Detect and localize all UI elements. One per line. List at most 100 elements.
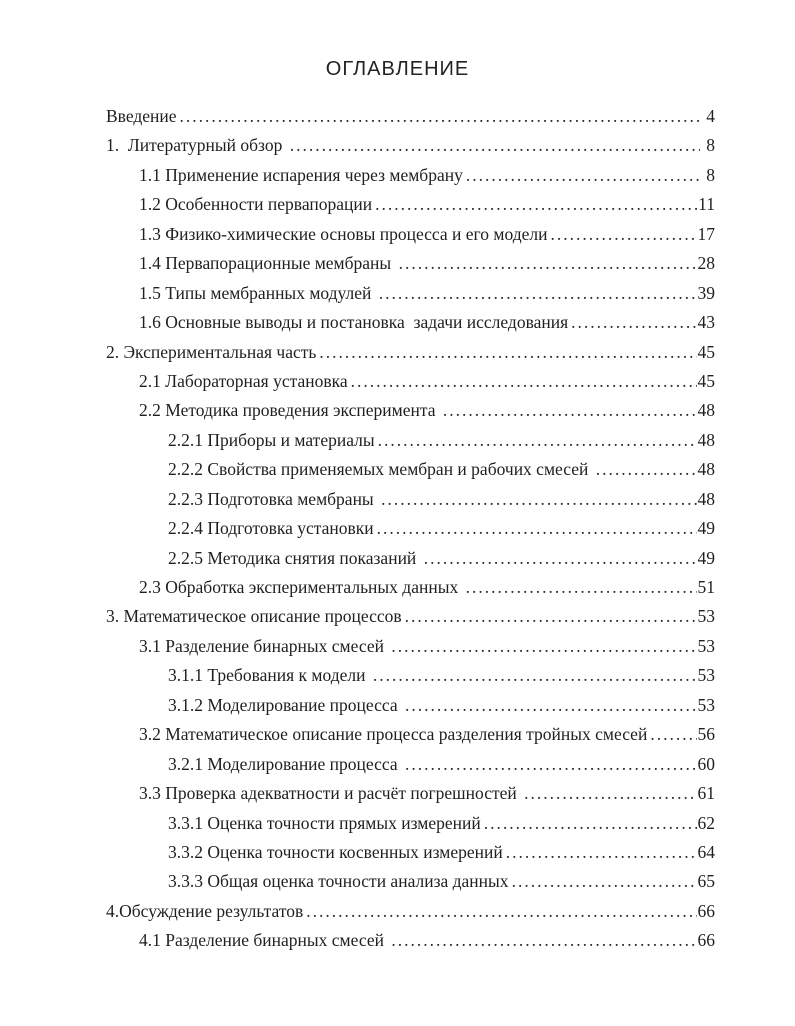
toc-page-number: 60 xyxy=(697,753,716,774)
toc-entry-label: 4.1 Разделение бинарных смесей xyxy=(139,930,389,951)
toc-entry: 2.2.1 Приборы и материалы 48 xyxy=(106,430,715,451)
toc-page-number: 51 xyxy=(697,577,716,597)
toc-page-number: 8 xyxy=(706,135,715,156)
toc-leader-dots xyxy=(571,312,696,333)
toc-leader-dots xyxy=(319,342,696,363)
toc-leader-dots xyxy=(466,165,700,186)
toc-leader-dots xyxy=(405,754,696,775)
toc-entry-label: 1.1 Применение испарения через мембрану xyxy=(139,164,463,185)
toc-page-number: 53 xyxy=(697,606,716,627)
toc-leader-dots xyxy=(484,813,697,834)
toc-entry: 1.1 Применение испарения через мембрану 8 xyxy=(106,165,715,186)
toc-leader-dots xyxy=(551,224,697,245)
toc-entry-label: 3.3.1 Оценка точности прямых измерений xyxy=(168,812,481,833)
toc-entry: 1.3 Физико-химические основы процесса и … xyxy=(106,224,715,245)
toc-leader-dots xyxy=(180,106,700,127)
toc-page-number: 8 xyxy=(706,164,715,185)
toc-leader-dots xyxy=(512,871,697,892)
toc-entry-label: 3.2 Математическое описание процесса раз… xyxy=(139,724,648,745)
toc-leader-dots xyxy=(466,577,697,598)
toc-entry-label: 3. Математическое описание процессов xyxy=(106,606,402,627)
toc-leader-dots xyxy=(424,548,697,569)
toc-leader-dots xyxy=(306,901,696,922)
toc-entry-label: 3.3 Проверка адекватности и расчёт погре… xyxy=(139,783,522,804)
toc-page-number: 28 xyxy=(697,253,716,274)
toc-entry-label: 2.1 Лабораторная установка xyxy=(139,370,348,391)
toc-entry-label: 2.2.3 Подготовка мембраны xyxy=(168,488,379,509)
toc-entry: 2.2.2 Свойства применяемых мембран и раб… xyxy=(106,459,715,480)
toc-page-number: 65 xyxy=(697,871,716,892)
toc-page-number: 53 xyxy=(697,694,716,715)
toc-entry: 2.1 Лабораторная установка 45 xyxy=(106,371,715,392)
toc-entry: 3.3 Проверка адекватности и расчёт погре… xyxy=(106,783,715,804)
toc-entry-label: 2.2.1 Приборы и материалы xyxy=(168,429,375,450)
toc-entry: 1.6 Основные выводы и постановка задачи … xyxy=(106,312,715,333)
toc-entry-label: 4.Обсуждение результатов xyxy=(106,900,304,921)
page-title: ОГЛАВЛЕНИЕ xyxy=(325,58,470,80)
toc-page-number: 17 xyxy=(697,223,716,244)
toc-entry: 3.3.3 Общая оценка точности анализа данн… xyxy=(106,871,715,892)
toc-entry-label: 2.2.4 Подготовка установки xyxy=(168,518,374,539)
toc-page-number: 53 xyxy=(697,635,716,656)
toc-leader-dots xyxy=(379,283,697,304)
toc-leader-dots xyxy=(378,430,697,451)
toc-leader-dots xyxy=(524,783,696,804)
toc-entry: 1.4 Первапорационные мембраны 28 xyxy=(106,253,715,274)
toc-entry: 1.5 Типы мембранных модулей 39 xyxy=(106,283,715,304)
toc-entry: 3.2 Математическое описание процесса раз… xyxy=(106,724,715,745)
toc-leader-dots xyxy=(596,459,697,480)
toc-leader-dots xyxy=(650,724,696,745)
toc-entry-label: 1.2 Особенности первапорации xyxy=(139,194,373,215)
toc-entry: Введение 4 xyxy=(106,106,715,127)
toc-page-number: 48 xyxy=(697,488,716,509)
toc-leader-dots xyxy=(351,371,697,392)
toc-entry: 3.3.1 Оценка точности прямых измерений 62 xyxy=(106,813,715,834)
toc-leader-dots xyxy=(391,636,696,657)
toc-entry-label: 3.3.2 Оценка точности косвенных измерени… xyxy=(168,841,503,862)
toc-entry: 3.1 Разделение бинарных смесей 53 xyxy=(106,636,715,657)
toc-leader-dots xyxy=(405,695,696,716)
toc-page-number: 62 xyxy=(697,812,716,833)
toc-entry: 3.1.2 Моделирование процесса 53 xyxy=(106,695,715,716)
toc-entry: 3. Математическое описание процессов 53 xyxy=(106,606,715,627)
toc-leader-dots xyxy=(373,665,697,686)
toc-entry-label: 3.3.3 Общая оценка точности анализа данн… xyxy=(168,871,509,892)
toc-leader-dots xyxy=(377,518,697,539)
toc-entry-label: 2.3 Обработка экспериментальных данных xyxy=(139,577,463,597)
toc-entry: 3.1.1 Требования к модели 53 xyxy=(106,665,715,686)
toc-entry-label: 1.4 Первапорационные мембраны xyxy=(139,253,396,274)
toc-page-number: 45 xyxy=(697,370,716,391)
toc-entry: 1. Литературный обзор 8 xyxy=(106,135,715,156)
toc-page-number: 39 xyxy=(697,282,716,303)
toc-leader-dots xyxy=(506,842,697,863)
toc-page-number: 64 xyxy=(697,841,716,862)
toc-page-number: 4 xyxy=(706,106,715,126)
toc-page-number: 48 xyxy=(697,400,716,421)
toc-entry: 3.2.1 Моделирование процесса 60 xyxy=(106,754,715,775)
toc-entry-label: 3.2.1 Моделирование процесса xyxy=(168,753,403,774)
toc-page-number: 53 xyxy=(697,665,716,686)
toc-entry: 2.2 Методика проведения эксперимента 48 xyxy=(106,400,715,421)
toc-leader-dots xyxy=(405,606,697,627)
toc-page-number: 48 xyxy=(697,459,716,480)
toc-entry-label: 2.2.5 Методика снятия показаний xyxy=(168,547,421,568)
toc-leader-dots xyxy=(391,930,696,951)
toc-page-number: 56 xyxy=(697,724,716,745)
toc-page-number: 48 xyxy=(697,429,716,450)
toc-entry: 2.3 Обработка экспериментальных данных 5… xyxy=(106,577,715,598)
toc-entry: 1.2 Особенности первапорации 11 xyxy=(106,194,715,215)
toc-page-number: 61 xyxy=(697,783,716,804)
toc-page-number: 49 xyxy=(697,518,716,539)
toc-page-number: 45 xyxy=(697,341,716,362)
toc-entry: 2.2.4 Подготовка установки 49 xyxy=(106,518,715,539)
toc-page-number: 43 xyxy=(697,312,716,333)
toc-entry-label: 3.1.1 Требования к модели xyxy=(168,665,370,686)
toc-page-number: 49 xyxy=(697,547,716,568)
toc-leader-dots xyxy=(443,400,697,421)
toc-leader-dots xyxy=(381,489,696,510)
toc-leader-dots xyxy=(290,135,700,156)
toc-leader-dots xyxy=(399,253,697,274)
toc-entry: 3.3.2 Оценка точности косвенных измерени… xyxy=(106,842,715,863)
toc-entry-label: 2.2.2 Свойства применяемых мембран и раб… xyxy=(168,459,593,480)
